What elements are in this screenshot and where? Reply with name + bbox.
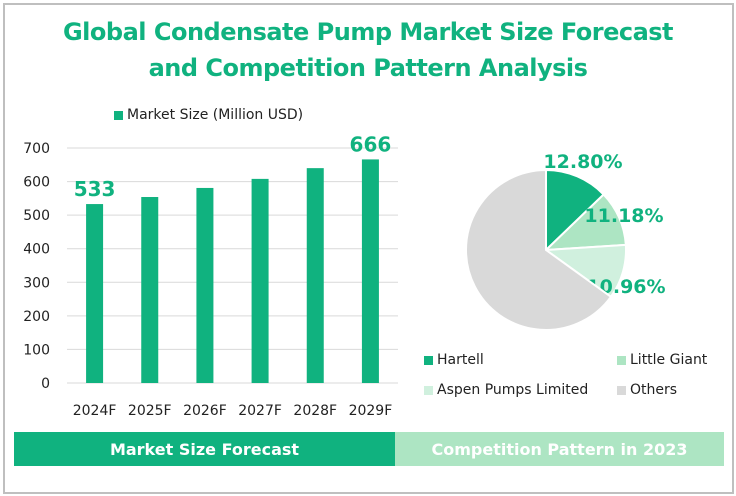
- page-title: Global Condensate Pump Market Size Forec…: [0, 14, 736, 86]
- legend-item-little-giant: Little Giant: [617, 352, 707, 368]
- bar-chart-legend: Market Size (Million USD): [114, 107, 303, 123]
- legend-swatch-others: [617, 385, 626, 395]
- legend-swatch-market-size: [114, 110, 123, 120]
- legend-label-market-size: Market Size (Million USD): [127, 107, 304, 123]
- legend-label-aspen-pumps: Aspen Pumps Limited: [437, 382, 589, 398]
- legend-label-little-giant: Little Giant: [630, 352, 708, 368]
- title-line-2: and Competition Pattern Analysis: [148, 54, 588, 82]
- legend-item-aspen-pumps: Aspen Pumps Limited: [424, 382, 588, 398]
- title-line-1: Global Condensate Pump Market Size Forec…: [62, 18, 674, 46]
- legend-swatch-little-giant: [617, 355, 626, 365]
- legend-item-others: Others: [617, 382, 677, 398]
- legend-label-others: Others: [630, 382, 678, 398]
- legend-item-hartell: Hartell: [424, 352, 484, 368]
- legend-swatch-aspen-pumps: [424, 385, 433, 395]
- legend-swatch-hartell: [424, 355, 433, 365]
- footer-market-size-forecast: Market Size Forecast: [14, 432, 395, 466]
- footer-competition-pattern: Competition Pattern in 2023: [395, 432, 724, 466]
- legend-label-hartell: Hartell: [437, 352, 484, 368]
